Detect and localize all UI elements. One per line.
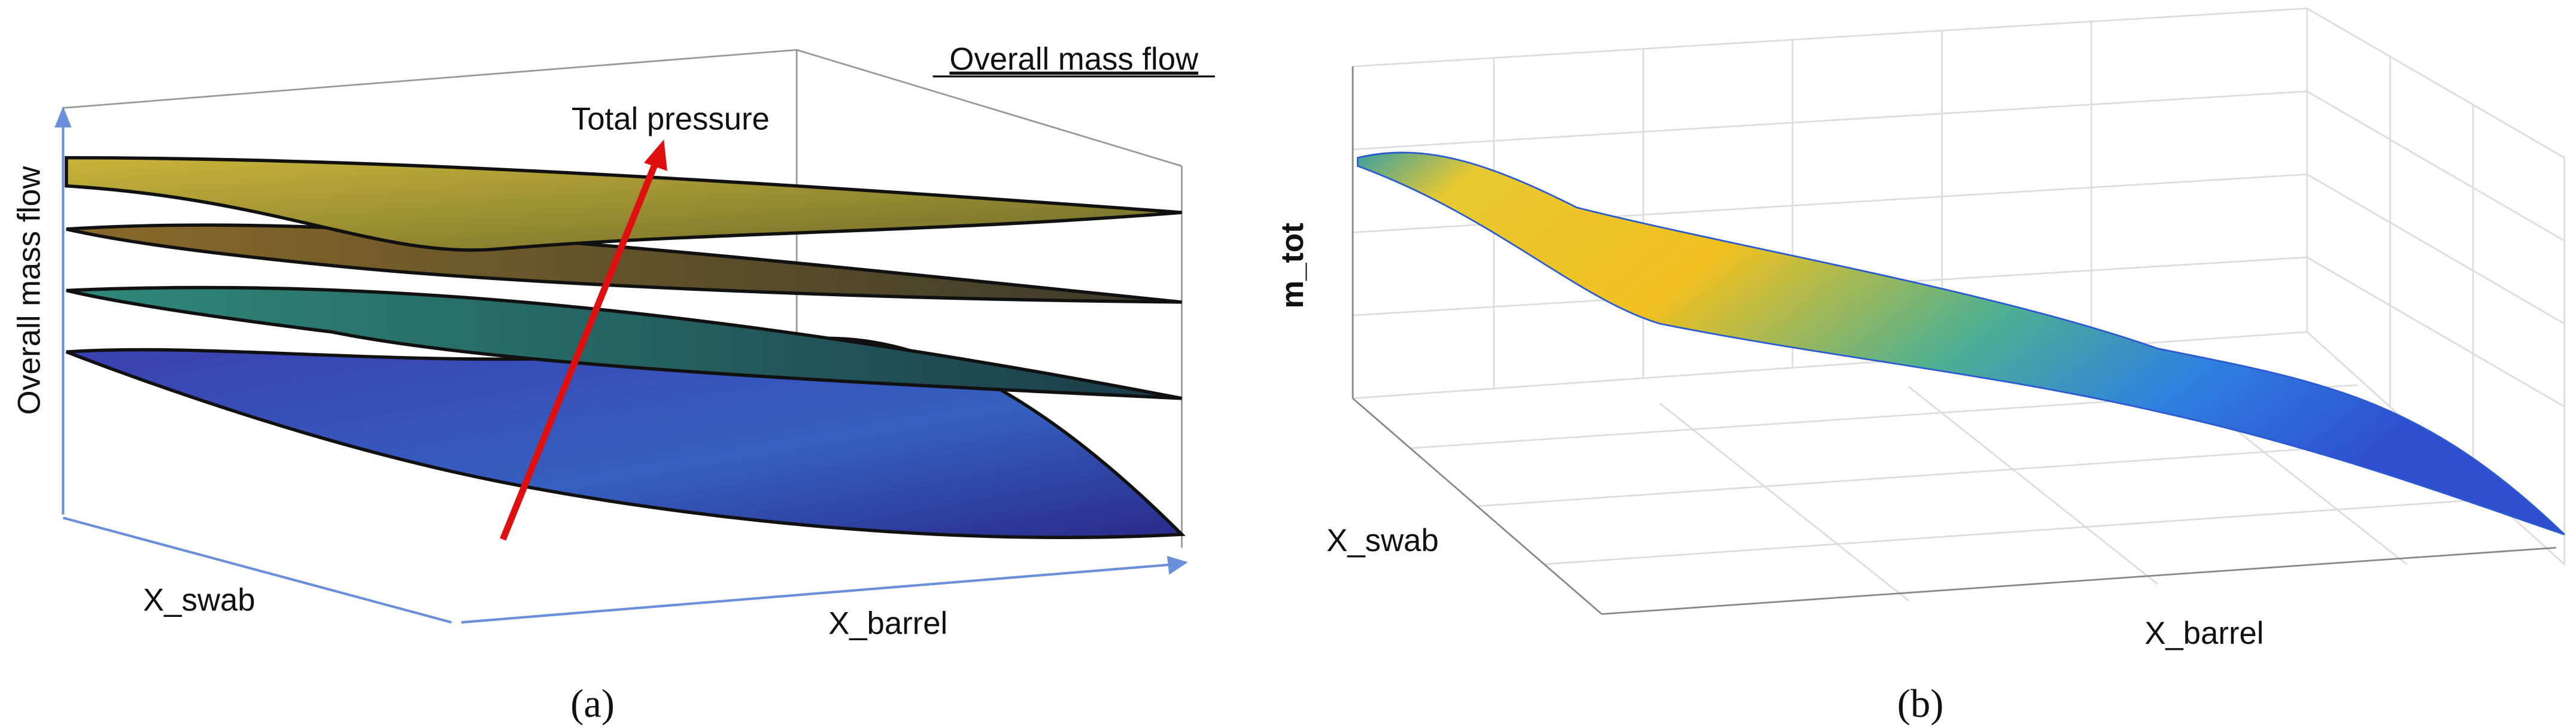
- y-axis-label: Overall mass flow: [12, 166, 47, 415]
- x-axis-label: X_swab: [143, 583, 255, 618]
- surface: [66, 285, 1183, 400]
- arrow-head: [644, 139, 667, 171]
- z-axis-label: X_barrel: [828, 606, 947, 641]
- z-axis-label: X_barrel: [2144, 616, 2264, 651]
- surface: [1357, 151, 2565, 536]
- axes: [54, 106, 1188, 624]
- arrow-label: Total pressure: [572, 101, 770, 136]
- surface: [65, 156, 1182, 252]
- caption: (b): [1897, 682, 1944, 726]
- axes: [1351, 66, 2556, 615]
- legend-title: Overall mass flow: [949, 42, 1199, 77]
- caption: (a): [570, 682, 615, 726]
- y-axis-label: m_tot: [1275, 223, 1310, 308]
- panel-a: Total pressure Overall mass flow Overall…: [12, 42, 1215, 726]
- x-axis-label: X_swab: [1326, 523, 1438, 558]
- arrow: [500, 161, 659, 541]
- surface: [65, 336, 1186, 539]
- panel-b: m_tot X_swab X_barrel (b): [1275, 7, 2565, 726]
